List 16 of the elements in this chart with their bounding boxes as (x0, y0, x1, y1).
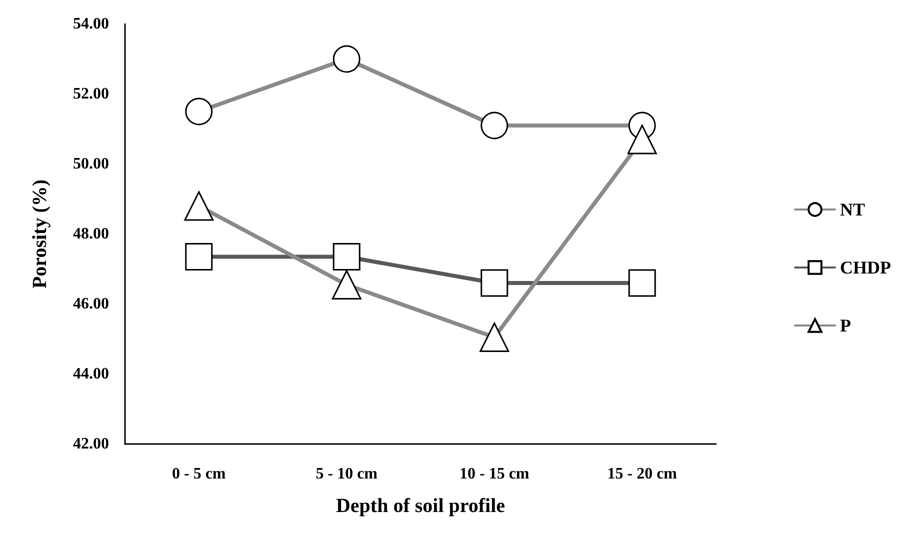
legend-label: CHDP (840, 258, 892, 278)
y-axis-title: Porosity (%) (29, 179, 51, 289)
y-tick-label: 50.00 (73, 156, 109, 172)
y-tick-label: 44.00 (73, 366, 109, 382)
y-tick-label: 54.00 (73, 16, 109, 32)
x-tick-label: 15 - 20 cm (607, 466, 678, 482)
y-tick-label: 48.00 (73, 226, 109, 242)
x-tick-label: 10 - 15 cm (459, 466, 530, 482)
y-tick-label: 52.00 (73, 86, 109, 102)
x-tick-label: 0 - 5 cm (172, 466, 226, 482)
y-tick-label: 46.00 (73, 296, 109, 312)
x-tick-label: 5 - 10 cm (316, 466, 378, 482)
legend-label: P (840, 316, 852, 336)
y-tick-label: 42.00 (73, 436, 109, 452)
legend-label: NT (840, 200, 866, 220)
x-axis-title: Depth of soil profile (336, 495, 506, 517)
